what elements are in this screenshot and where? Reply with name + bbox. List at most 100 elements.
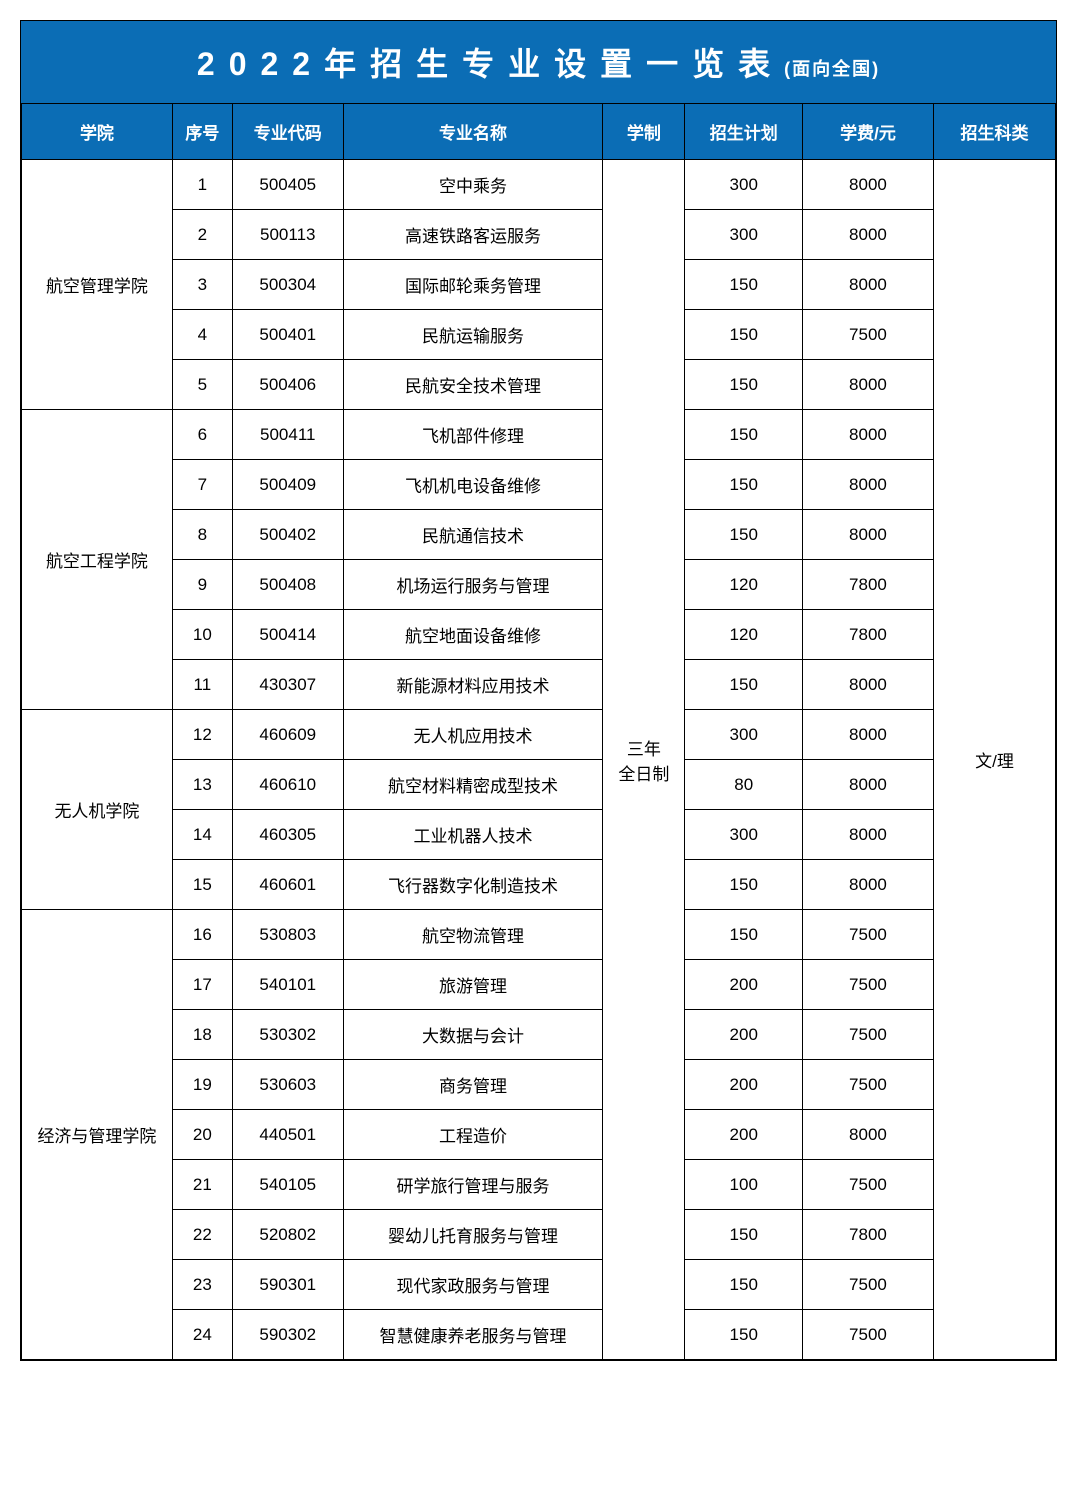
- cell-code: 430307: [232, 660, 343, 710]
- cell-fee: 8000: [803, 510, 934, 560]
- cell-plan: 300: [685, 810, 803, 860]
- table-row: 13460610航空材料精密成型技术808000: [22, 760, 1056, 810]
- cell-plan: 200: [685, 1110, 803, 1160]
- cell-fee: 8000: [803, 460, 934, 510]
- col-header-plan: 招生计划: [685, 104, 803, 160]
- cell-program-name: 飞行器数字化制造技术: [343, 860, 603, 910]
- cell-college: 无人机学院: [22, 710, 173, 910]
- cell-plan: 80: [685, 760, 803, 810]
- cell-fee: 8000: [803, 1110, 934, 1160]
- cell-no: 24: [172, 1310, 232, 1360]
- cell-no: 4: [172, 310, 232, 360]
- cell-plan: 150: [685, 510, 803, 560]
- cell-program-name: 智慧健康养老服务与管理: [343, 1310, 603, 1360]
- cell-fee: 7500: [803, 960, 934, 1010]
- cell-no: 21: [172, 1160, 232, 1210]
- cell-fee: 7500: [803, 1010, 934, 1060]
- cell-code: 500406: [232, 360, 343, 410]
- cell-plan: 200: [685, 1010, 803, 1060]
- cell-code: 500402: [232, 510, 343, 560]
- cell-no: 5: [172, 360, 232, 410]
- cell-plan: 120: [685, 610, 803, 660]
- table-row: 15460601飞行器数字化制造技术1508000: [22, 860, 1056, 910]
- title-text: 2022年招生专业设置一览表: [197, 46, 784, 82]
- col-header-code: 专业代码: [232, 104, 343, 160]
- cell-code: 590302: [232, 1310, 343, 1360]
- cell-plan: 150: [685, 360, 803, 410]
- cell-program-name: 旅游管理: [343, 960, 603, 1010]
- table-row: 18530302大数据与会计2007500: [22, 1010, 1056, 1060]
- table-row: 17540101旅游管理 2007500: [22, 960, 1056, 1010]
- cell-no: 12: [172, 710, 232, 760]
- cell-program-name: 航空地面设备维修: [343, 610, 603, 660]
- cell-plan: 300: [685, 210, 803, 260]
- cell-no: 17: [172, 960, 232, 1010]
- cell-no: 22: [172, 1210, 232, 1260]
- cell-code: 500411: [232, 410, 343, 460]
- cell-program-name: 飞机机电设备维修: [343, 460, 603, 510]
- cell-program-name: 现代家政服务与管理: [343, 1260, 603, 1310]
- cell-code: 500408: [232, 560, 343, 610]
- cell-no: 11: [172, 660, 232, 710]
- cell-plan: 150: [685, 1260, 803, 1310]
- cell-code: 590301: [232, 1260, 343, 1310]
- cell-fee: 7500: [803, 1310, 934, 1360]
- cell-category: 文/理: [933, 160, 1055, 1360]
- cell-fee: 7500: [803, 1060, 934, 1110]
- table-row: 22520802婴幼儿托育服务与管理1507800: [22, 1210, 1056, 1260]
- cell-code: 530302: [232, 1010, 343, 1060]
- cell-plan: 150: [685, 910, 803, 960]
- cell-no: 16: [172, 910, 232, 960]
- cell-program-name: 民航运输服务: [343, 310, 603, 360]
- table-row: 14460305工业机器人技术3008000: [22, 810, 1056, 860]
- cell-plan: 200: [685, 960, 803, 1010]
- cell-no: 19: [172, 1060, 232, 1110]
- title-banner: 2022年招生专业设置一览表(面向全国): [21, 21, 1056, 103]
- table-row: 经济与管理学院16530803航空物流管理1507500: [22, 910, 1056, 960]
- cell-plan: 200: [685, 1060, 803, 1110]
- col-header-no: 序号: [172, 104, 232, 160]
- cell-no: 8: [172, 510, 232, 560]
- cell-plan: 300: [685, 160, 803, 210]
- table-row: 20440501工程造价2008000: [22, 1110, 1056, 1160]
- cell-no: 6: [172, 410, 232, 460]
- cell-program-name: 新能源材料应用技术: [343, 660, 603, 710]
- table-row: 无人机学院12460609无人机应用技术3008000: [22, 710, 1056, 760]
- cell-code: 460601: [232, 860, 343, 910]
- cell-plan: 150: [685, 860, 803, 910]
- cell-no: 7: [172, 460, 232, 510]
- cell-code: 530603: [232, 1060, 343, 1110]
- cell-code: 460610: [232, 760, 343, 810]
- table-row: 5500406民航安全技术管理1508000: [22, 360, 1056, 410]
- col-header-name: 专业名称: [343, 104, 603, 160]
- cell-program-name: 民航通信技术: [343, 510, 603, 560]
- cell-program-name: 空中乘务: [343, 160, 603, 210]
- cell-program-name: 无人机应用技术: [343, 710, 603, 760]
- document-container: 2022年招生专业设置一览表(面向全国) 学院 序号 专业代码 专业名称 学制 …: [20, 20, 1057, 1361]
- table-row: 23590301现代家政服务与管理1507500: [22, 1260, 1056, 1310]
- cell-plan: 300: [685, 710, 803, 760]
- table-row: 航空工程学院6500411飞机部件修理1508000: [22, 410, 1056, 460]
- table-row: 8500402民航通信技术 1508000: [22, 510, 1056, 560]
- cell-program-name: 工业机器人技术: [343, 810, 603, 860]
- cell-no: 2: [172, 210, 232, 260]
- cell-code: 460305: [232, 810, 343, 860]
- table-row: 19530603商务管理 2007500: [22, 1060, 1056, 1110]
- cell-program-name: 商务管理: [343, 1060, 603, 1110]
- cell-fee: 8000: [803, 860, 934, 910]
- cell-plan: 150: [685, 660, 803, 710]
- cell-code: 500405: [232, 160, 343, 210]
- cell-fee: 7500: [803, 1160, 934, 1210]
- cell-code: 540105: [232, 1160, 343, 1210]
- cell-fee: 7500: [803, 310, 934, 360]
- cell-code: 540101: [232, 960, 343, 1010]
- table-row: 21540105研学旅行管理与服务1007500: [22, 1160, 1056, 1210]
- cell-no: 9: [172, 560, 232, 610]
- col-header-fee: 学费/元: [803, 104, 934, 160]
- cell-fee: 8000: [803, 160, 934, 210]
- cell-code: 500113: [232, 210, 343, 260]
- cell-no: 23: [172, 1260, 232, 1310]
- table-row: 10500414航空地面设备维修1207800: [22, 610, 1056, 660]
- cell-program-name: 航空物流管理: [343, 910, 603, 960]
- table-row: 4500401民航运输服务1507500: [22, 310, 1056, 360]
